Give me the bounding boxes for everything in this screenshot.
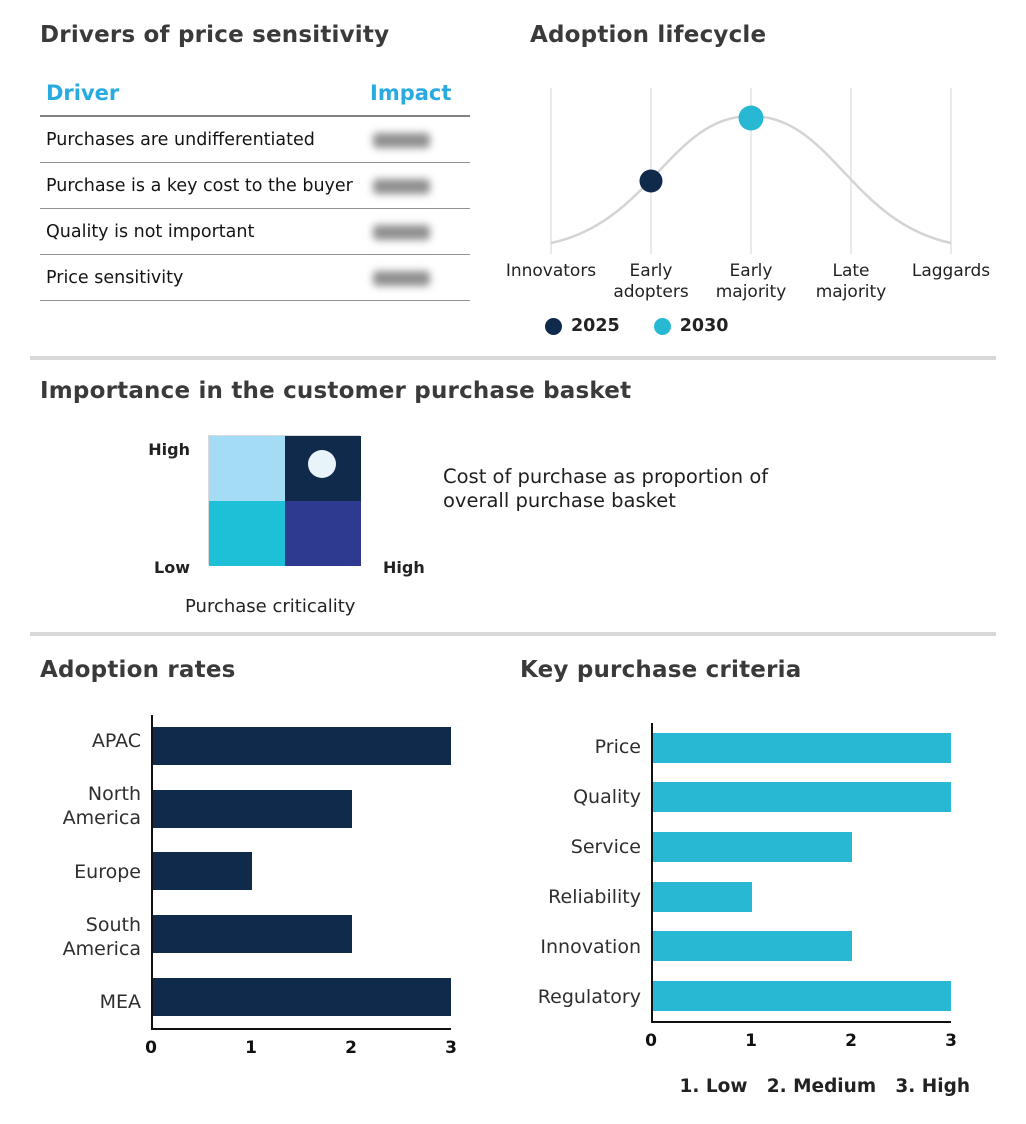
bar-category-label: South America [62, 914, 141, 960]
drivers-table: Driver Impact Purchases are undifferenti… [40, 72, 470, 301]
adoption-rates-chart: APAC North America Europe South America MEA 0… [40, 715, 457, 1058]
legend-dot [545, 317, 562, 335]
legend-item: 2025 [545, 316, 620, 336]
driver-row: Purchases are undifferentiated [40, 117, 470, 163]
quadrant-bottom-left [209, 501, 285, 566]
x-tick-label: 1 [745, 1031, 757, 1051]
quadrant-top-left [209, 436, 285, 501]
purchase-basket-matrix [208, 435, 361, 566]
bar [653, 732, 951, 763]
legend-label: 2025 [571, 316, 620, 336]
impact-column-header: Impact [370, 81, 452, 105]
x-tick-label: 2 [845, 1031, 857, 1051]
bar-category-label: North America [62, 783, 141, 830]
marker-2025 [639, 169, 663, 193]
lifecycle-title: Adoption lifecycle [530, 22, 767, 48]
bar-category-labels: APAC North America Europe South America MEA [40, 715, 141, 1030]
bar [153, 727, 451, 766]
x-axis-ticks: 0 1 2 3 [145, 1038, 457, 1062]
impact-redacted-value [373, 179, 430, 194]
driver-column-header: Driver [46, 81, 120, 105]
bar-category-label: MEA [99, 991, 141, 1014]
section-divider [30, 632, 996, 636]
bar-plot-area [151, 715, 451, 1030]
adoption-lifecycle-chart [550, 88, 952, 254]
bar [653, 981, 951, 1012]
driver-cell: Purchases are undifferentiated [46, 129, 315, 150]
x-tick-label: 0 [645, 1031, 657, 1051]
bar-category-label: APAC [91, 729, 141, 752]
bar-category-label: Service [570, 836, 641, 859]
x-tick-label: 3 [945, 1031, 957, 1051]
bar [653, 881, 753, 912]
position-marker [308, 450, 336, 478]
quadrant-bottom-right [285, 501, 361, 566]
bar-plot-area [651, 723, 951, 1023]
lifecycle-category-label: Laggards [911, 261, 991, 281]
bar-category-label: Innovation [540, 936, 641, 959]
legend-dot [653, 317, 671, 335]
x-tick-label: 0 [145, 1038, 157, 1058]
bar [153, 915, 352, 954]
drivers-table-body: Purchases are undifferentiated Purchase i… [40, 117, 470, 301]
lifecycle-category-label: Early majority [715, 261, 787, 302]
driver-row: Price sensitivity [40, 255, 470, 301]
legend-label: 2030 [679, 316, 729, 336]
bar-category-label: Quality [573, 786, 641, 809]
section-divider [30, 356, 996, 360]
bar-category-label: Reliability [548, 886, 641, 909]
driver-cell: Quality is not important [46, 221, 255, 242]
lifecycle-category-label: Early adopters [613, 261, 689, 302]
basket-title: Importance in the customer purchase bask… [40, 378, 632, 404]
bar [653, 782, 951, 813]
key-purchase-criteria-chart: Price Quality Service Reliability Innovation… [520, 723, 957, 1051]
drivers-title: Drivers of price sensitivity [40, 22, 390, 48]
bar-category-label: Europe [74, 860, 141, 883]
drivers-table-header: Driver Impact [40, 72, 470, 117]
bar-category-labels: Price Quality Service Reliability Innovation… [520, 723, 641, 1023]
x-axis-title: Purchase criticality [185, 596, 356, 617]
bar [653, 931, 852, 962]
marker-2030 [738, 105, 764, 131]
driver-cell: Price sensitivity [46, 267, 184, 288]
bar [153, 789, 352, 828]
bar [153, 852, 253, 891]
x-tick-label: 1 [245, 1038, 257, 1058]
x-axis-ticks: 0 1 2 3 [645, 1031, 957, 1055]
lifecycle-legend: 2025 2030 [545, 316, 728, 336]
bar-category-label: Regulatory [537, 986, 641, 1009]
bar-category-label: Price [594, 736, 641, 759]
x-tick-label: 3 [445, 1038, 457, 1058]
x-tick-label: 2 [345, 1038, 357, 1058]
driver-row: Quality is not important [40, 209, 470, 255]
driver-row: Purchase is a key cost to the buyer [40, 163, 470, 209]
scale-note: 1. Low 2. Medium 3. High [679, 1076, 970, 1097]
x-axis-high-label: High [383, 558, 425, 577]
driver-cell: Purchase is a key cost to the buyer [46, 175, 353, 196]
impact-redacted-value [373, 271, 430, 286]
bar [153, 977, 451, 1016]
impact-redacted-value [373, 133, 430, 148]
legend-item: 2030 [653, 316, 729, 336]
y-axis-high-label: High [148, 440, 190, 459]
bar [653, 832, 852, 863]
adoption-rates-title: Adoption rates [40, 657, 236, 683]
criteria-title: Key purchase criteria [520, 657, 802, 683]
lifecycle-category-label: Innovators [505, 261, 597, 281]
y-axis-low-label: Low [154, 558, 190, 577]
lifecycle-category-labels: Innovators Early adopters Early majority Late… [506, 261, 990, 313]
impact-redacted-value [373, 225, 430, 240]
lifecycle-category-label: Late majority [815, 261, 887, 302]
basket-annotation: Cost of purchase as proportion of overall… [443, 465, 769, 512]
